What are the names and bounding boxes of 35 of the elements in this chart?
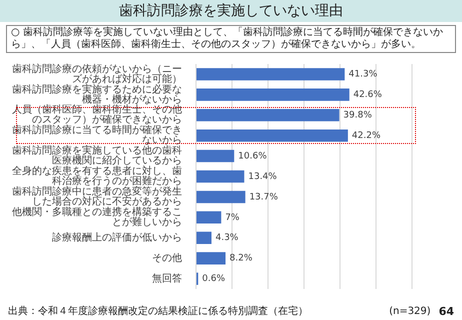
text: (n=329) [389,306,431,316]
chart-title: 歯科訪問診療を実施していない理由 [0,0,462,22]
data-label: 13.4% [248,172,278,182]
data-label: 39.8% [343,110,372,120]
y-tick-label: 歯科訪問診療を実施するために必要な機器・機材がないから [12,83,182,106]
bar [196,88,350,101]
data-label: 13.7% [249,192,278,202]
text: 64 [438,304,454,318]
bar [196,211,222,224]
bar [196,109,340,122]
y-tick-label: 歯科訪問診療を実施している他の歯科医療機関に紹介しているから [12,144,182,167]
bar [196,252,226,264]
data-label: 42.2% [352,130,381,141]
data-label: 7% [225,212,240,223]
data-label: 4.3% [215,233,239,244]
data-label: 42.6% [353,90,382,100]
data-label: 8.2% [230,254,253,264]
y-tick-label: 全身的な疾患を有する患者に対し、歯科治療を行うのが困難だから [12,165,182,188]
bar [196,170,244,183]
y-tick-label: 歯科訪問診療の依頼がないから（ニーズがあれば対応は可能） [12,62,182,85]
y-tick-label: 診療報酬上の評価が低いから [52,231,182,244]
bar [196,232,212,244]
data-label: 10.6% [238,151,268,162]
y-tick-label: 無回答 [152,272,182,284]
y-tick-label: 歯科訪問診療中に患者の急変等が発生した場合の対応に不安があるから [12,186,182,208]
source-note: 出典：令和４年度診療報酬改定の結果検証に係る特別調査（在宅） [8,304,309,318]
y-tick-label: その他 [152,252,182,264]
data-label: 41.3% [348,70,378,80]
y-tick-label: 他機関・多職種との連携を構築することが難しいから [12,206,182,228]
data-label: 0.6% [202,274,226,284]
bar [196,150,234,162]
bar [196,190,246,204]
bar [196,129,348,142]
chart-subtitle: ○ 歯科訪問診療等を実施していない理由として、「歯科訪問診療に当てる時間が確保できないから」、「人員（歯科医師、歯科衛生士、その他のスタッフ）が確保できないから」が多い。 [6,25,456,53]
bar [196,68,345,80]
